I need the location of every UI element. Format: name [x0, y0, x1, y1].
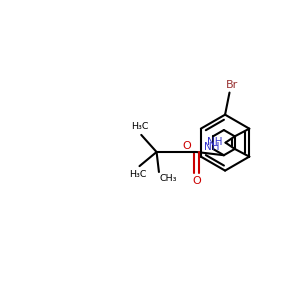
Text: H₃C: H₃C [131, 122, 148, 131]
Text: NH: NH [204, 142, 219, 152]
Text: CH₃: CH₃ [160, 174, 177, 183]
Text: O: O [192, 176, 201, 185]
Text: H₃C: H₃C [129, 170, 147, 179]
Text: O: O [182, 140, 191, 151]
Text: NH: NH [207, 137, 222, 147]
Text: Br: Br [225, 80, 238, 90]
